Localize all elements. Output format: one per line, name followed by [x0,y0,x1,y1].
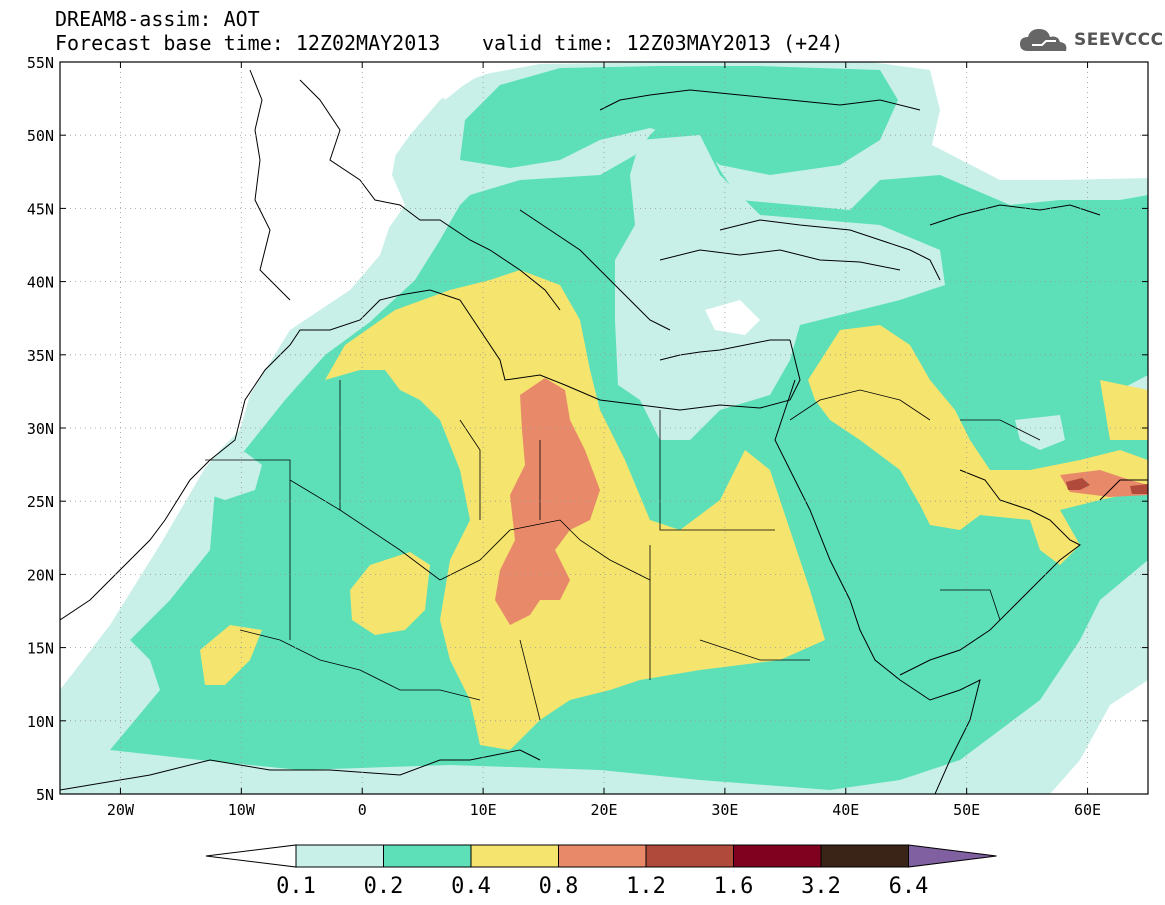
colorbar-segment [470,844,559,868]
lat-label: 30N [27,420,54,438]
colorbar-label: 1.2 [626,874,666,899]
colorbar-segment [733,844,822,868]
forecast-base-time: Forecast base time: 12Z02MAY2013 [55,31,441,55]
colorbar-segment [295,844,384,868]
colorbar-label: 0.8 [539,874,579,899]
lon-label: 60E [1074,801,1101,819]
lon-label: 10E [470,801,497,819]
lon-label: 10W [228,801,256,819]
lon-label: 20E [590,801,617,819]
colorbar-label: 0.4 [451,874,491,899]
seevccc-logo: SEEVCCC [1018,24,1164,56]
lat-label: 15N [27,640,54,658]
lat-label: 50N [27,127,54,145]
colorbar-label: 1.6 [714,874,754,899]
logo-text: SEEVCCC [1074,30,1164,50]
valid-time: valid time: 12Z03MAY2013 (+24) [482,31,844,55]
colorbar-label: 0.1 [276,874,316,899]
coastlines [60,69,1148,794]
aot-field-0.8 [495,378,600,625]
lat-label: 55N [27,54,54,72]
lon-label: 50E [953,801,980,819]
lat-label: 40N [27,274,54,292]
lat-label: 5N [36,786,54,804]
lat-label: 45N [27,200,54,218]
colorbar [205,844,997,868]
colorbar-label: 6.4 [889,874,929,899]
map-grid [60,62,1148,794]
aot-field-1.2 [1066,478,1090,490]
lat-label: 25N [27,493,54,511]
colorbar-label: 3.2 [801,874,841,899]
colorbar-segment [820,844,909,868]
axis-ticks [60,61,1148,795]
country-borders [205,380,1041,721]
longitude-labels: 20W 10W 0 10E 20E 30E 40E 50E 60E [107,801,1101,819]
lon-label: 30E [711,801,738,819]
colorbar-labels: 0.1 0.2 0.4 0.8 1.2 1.6 3.2 6.4 [276,874,928,899]
lon-label: 40E [832,801,859,819]
colorbar-under-triangle [205,844,297,868]
cloud-icon [1020,29,1067,51]
colorbar-segment [383,844,472,868]
lon-label: 0 [358,801,367,819]
lat-label: 35N [27,347,54,365]
colorbar-segment [558,844,647,868]
colorbar-over-triangle [908,844,997,868]
colorbar-segment [645,844,734,868]
colorbar-label: 0.2 [364,874,404,899]
chart-title: DREAM8-assim: AOT [55,7,260,31]
lon-label: 20W [107,801,135,819]
lat-label: 10N [27,713,54,731]
lat-label: 20N [27,566,54,584]
latitude-labels: 55N 50N 45N 40N 35N 30N 25N 20N 15N 10N 5N [27,54,54,804]
